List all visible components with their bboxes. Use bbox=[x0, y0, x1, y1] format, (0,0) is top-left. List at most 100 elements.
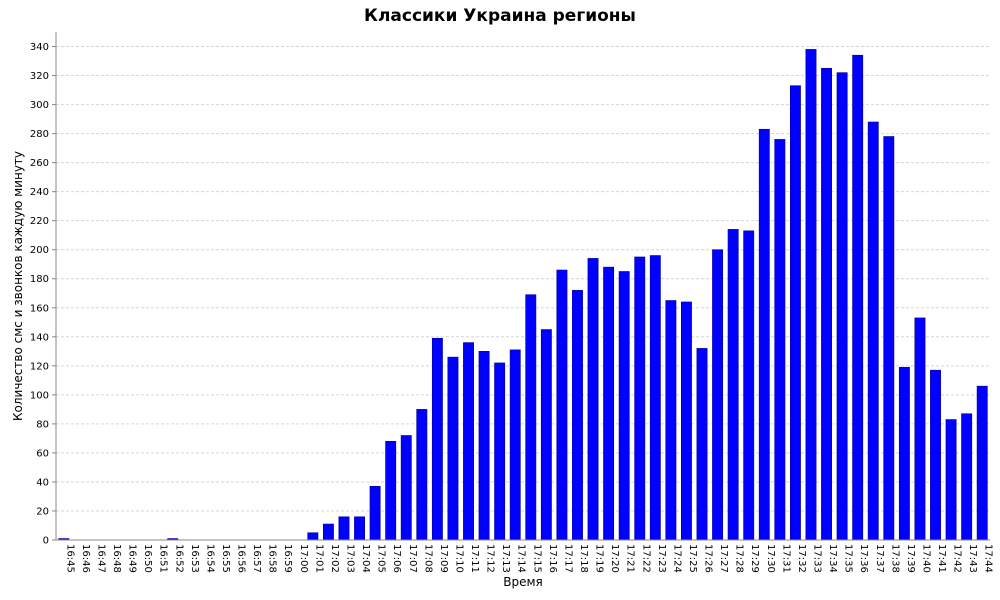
bars bbox=[58, 49, 988, 541]
x-tick-label: 17:08 bbox=[422, 544, 433, 573]
bar bbox=[385, 441, 397, 541]
bar bbox=[945, 419, 957, 541]
bar bbox=[758, 128, 770, 541]
y-tick-label: 80 bbox=[36, 419, 49, 430]
bar bbox=[494, 362, 506, 541]
x-tick-label: 17:39 bbox=[905, 544, 916, 573]
bar bbox=[478, 351, 490, 541]
x-tick-label: 17:10 bbox=[453, 544, 464, 573]
bar bbox=[463, 342, 474, 541]
x-tick-label: 17:17 bbox=[562, 544, 573, 573]
bar bbox=[976, 385, 988, 541]
bar bbox=[696, 348, 708, 541]
x-tick-label: 17:26 bbox=[703, 544, 714, 573]
x-tick-label: 16:47 bbox=[95, 544, 106, 573]
x-tick-label: 17:31 bbox=[780, 544, 791, 573]
x-tick-label: 17:35 bbox=[843, 544, 854, 573]
x-tick-label: 17:27 bbox=[718, 544, 729, 573]
x-tick-label: 16:49 bbox=[127, 544, 138, 573]
x-tick-label: 17:21 bbox=[625, 544, 636, 573]
x-tick-label: 16:50 bbox=[142, 544, 153, 573]
x-tick-label: 17:00 bbox=[298, 544, 309, 573]
x-tick-label: 17:38 bbox=[889, 544, 900, 573]
y-tick-label: 320 bbox=[30, 71, 49, 82]
y-tick-label: 140 bbox=[30, 332, 49, 343]
x-tick-label: 16:59 bbox=[282, 544, 293, 573]
chart-title: Классики Украина регионы bbox=[364, 6, 636, 26]
x-tick-label: 17:01 bbox=[313, 544, 324, 573]
x-tick-label: 17:43 bbox=[967, 544, 978, 573]
y-tick-label: 0 bbox=[43, 536, 49, 547]
x-tick-label: 16:52 bbox=[173, 544, 184, 573]
bar bbox=[338, 516, 350, 541]
y-tick-label: 120 bbox=[30, 361, 49, 372]
bar bbox=[712, 249, 724, 541]
x-tick-label: 17:25 bbox=[687, 544, 698, 573]
y-tick-label: 200 bbox=[30, 245, 49, 256]
bar bbox=[416, 409, 428, 541]
bar bbox=[354, 516, 365, 541]
bar bbox=[587, 258, 599, 541]
x-tick-label: 17:11 bbox=[469, 544, 480, 573]
x-tick-label: 17:04 bbox=[360, 544, 371, 573]
x-tick-label: 16:48 bbox=[111, 544, 122, 573]
x-tick-label: 16:56 bbox=[236, 544, 247, 573]
bar bbox=[898, 366, 910, 541]
x-tick-label: 17:06 bbox=[391, 544, 402, 573]
bar bbox=[727, 229, 739, 541]
y-tick-label: 340 bbox=[30, 42, 49, 53]
bar bbox=[805, 49, 817, 541]
x-tick-label: 17:23 bbox=[656, 544, 667, 573]
bar bbox=[681, 301, 692, 541]
x-tick-label: 17:07 bbox=[407, 544, 418, 573]
y-tick-label: 100 bbox=[30, 390, 49, 401]
grid-lines bbox=[56, 46, 990, 512]
x-tick-label: 16:45 bbox=[64, 544, 75, 573]
bar bbox=[743, 230, 755, 541]
bar bbox=[789, 85, 801, 541]
bar bbox=[867, 121, 879, 541]
x-tick-label: 17:09 bbox=[438, 544, 449, 573]
x-tick-label: 17:36 bbox=[858, 544, 869, 573]
bar bbox=[914, 317, 926, 541]
bar bbox=[665, 300, 677, 541]
x-tick-label: 16:58 bbox=[267, 544, 278, 573]
x-tick-label: 16:55 bbox=[220, 544, 231, 573]
x-axis-ticks: 16:45 16:46 16:47 16:48 16:49 16:50 16:51 16:52… bbox=[64, 544, 993, 573]
bar bbox=[618, 271, 630, 541]
x-tick-label: 17:32 bbox=[796, 544, 807, 573]
x-tick-label: 17:22 bbox=[640, 544, 651, 573]
x-tick-label: 16:51 bbox=[158, 544, 169, 573]
x-tick-label: 16:46 bbox=[80, 544, 91, 573]
x-tick-label: 17:19 bbox=[594, 544, 605, 573]
bar bbox=[883, 136, 895, 541]
y-tick-label: 60 bbox=[36, 448, 49, 459]
x-tick-label: 17:29 bbox=[749, 544, 760, 573]
x-tick-label: 17:15 bbox=[531, 544, 542, 573]
bar bbox=[603, 266, 615, 541]
y-tick-label: 20 bbox=[36, 506, 49, 517]
y-tick-label: 260 bbox=[30, 158, 49, 169]
x-tick-label: 17:34 bbox=[827, 544, 838, 573]
y-tick-label: 300 bbox=[30, 100, 49, 111]
x-tick-label: 16:53 bbox=[189, 544, 200, 573]
x-tick-label: 17:03 bbox=[344, 544, 355, 573]
x-tick-label: 17:20 bbox=[609, 544, 620, 573]
bar bbox=[509, 349, 521, 541]
bar bbox=[836, 72, 848, 541]
x-tick-label: 17:33 bbox=[811, 544, 822, 573]
bar bbox=[821, 67, 832, 541]
y-tick-label: 240 bbox=[30, 187, 49, 198]
x-axis-label: Время bbox=[503, 575, 543, 589]
x-tick-label: 17:12 bbox=[485, 544, 496, 573]
bar bbox=[540, 329, 552, 541]
x-tick-label: 16:54 bbox=[204, 544, 215, 573]
x-tick-label: 16:57 bbox=[251, 544, 262, 573]
bar bbox=[961, 413, 973, 541]
x-tick-label: 17:18 bbox=[578, 544, 589, 573]
y-tick-label: 220 bbox=[30, 216, 49, 227]
bar bbox=[556, 269, 568, 541]
x-tick-label: 17:41 bbox=[936, 544, 947, 573]
x-tick-label: 17:16 bbox=[547, 544, 558, 573]
